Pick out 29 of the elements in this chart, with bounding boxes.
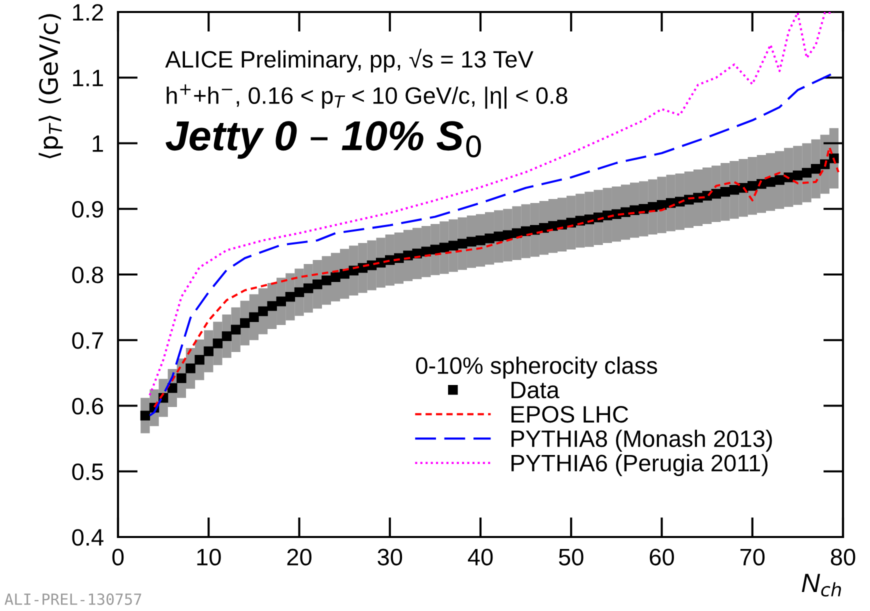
legend-label: EPOS LHC: [512, 406, 628, 423]
x-tick-label: 10: [197, 548, 221, 566]
x-tick-label: 80: [830, 548, 856, 566]
legend-title: 0-10% spherocity class: [416, 356, 658, 379]
legend-label: PYTHIA8 (Monash 2013): [512, 430, 772, 452]
x-tick-label: 70: [740, 548, 765, 566]
legend-label: Data: [512, 382, 560, 398]
x-tick-label: 0: [112, 548, 124, 566]
y-tick-label: 0.4: [72, 529, 104, 546]
x-tick-label: 20: [287, 548, 312, 566]
y-axis-title: ⟨p$_{T}$⟩ (GeV/c): [38, 14, 63, 158]
x-tick-label: 60: [650, 548, 674, 566]
annotation: h$^{+}$+h$^{−}$, 0.16 < p$_{T}$ < 10 GeV/c, |η| < 0.8: [166, 84, 568, 109]
y-tick-label: 0.5: [72, 463, 104, 480]
y-tick-label: 1.2: [73, 4, 103, 21]
y-tick-label: 0.6: [72, 398, 104, 415]
y-tick-label: 1.1: [73, 70, 103, 86]
x-tick-label: 50: [558, 548, 584, 566]
annotation: ALICE Preliminary, pp, √s = 13 TeV: [165, 48, 534, 72]
y-tick-label: 0.9: [72, 200, 103, 218]
y-tick-label: 1: [92, 136, 103, 152]
text: ALI-PREL-130757: [4, 593, 142, 605]
legend-label: PYTHIA6 (Perugia 2011): [512, 454, 768, 476]
x-tick-label: 30: [378, 548, 402, 566]
y-tick-label: 0.7: [72, 332, 103, 349]
annotation: Jetty 0 – 10% S$_{0}$: [166, 121, 481, 159]
y-tick-label: 0.8: [72, 266, 104, 284]
x-tick-label: 40: [468, 548, 493, 566]
x-axis-title: N$_{ch}$: [802, 574, 841, 597]
